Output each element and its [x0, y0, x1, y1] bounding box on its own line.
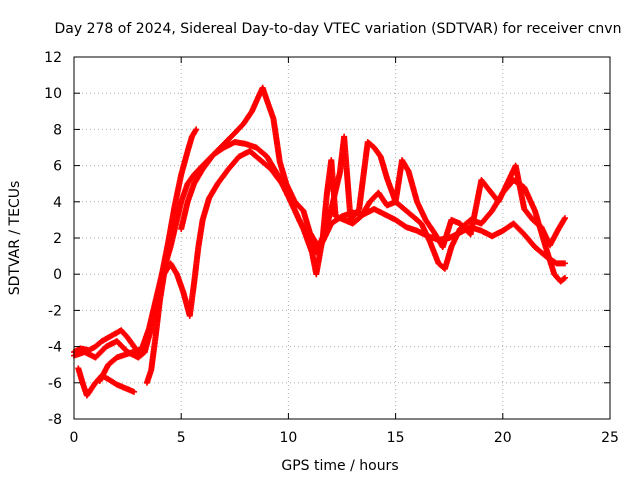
data-points [71, 84, 568, 399]
x-tick-label: 20 [494, 430, 512, 446]
data-point [561, 215, 568, 222]
y-tick-label: 0 [53, 267, 62, 283]
x-tick-label: 0 [70, 430, 79, 446]
y-tick-label: -4 [48, 340, 62, 356]
y-tick-label: 2 [53, 231, 62, 247]
y-tick-label: 6 [53, 159, 62, 175]
data-point [131, 388, 138, 395]
y-tick-label: -2 [48, 303, 62, 319]
y-tick-label: 4 [53, 195, 62, 211]
y-tick-label: 12 [44, 50, 62, 66]
data-point [561, 260, 568, 267]
grid-lines [74, 57, 610, 419]
series-track-a [71, 126, 200, 356]
x-tick-label: 10 [279, 430, 297, 446]
x-tick-label: 15 [387, 430, 405, 446]
series-track-e [178, 84, 568, 251]
y-axis-label: SDTVAR / TECUs [7, 181, 23, 296]
x-axis-label: GPS time / hours [281, 458, 398, 474]
series-track-f [96, 347, 142, 384]
chart-title: Day 278 of 2024, Sidereal Day-to-day VTE… [55, 21, 622, 37]
y-tick-label: 10 [44, 86, 62, 102]
y-tick-label: -8 [48, 412, 62, 428]
x-tick-label: 5 [177, 430, 186, 446]
y-tick-label: 8 [53, 122, 62, 138]
y-tick-label: -6 [48, 376, 62, 392]
data-point [135, 347, 142, 354]
data-point [560, 275, 567, 282]
x-tick-label: 25 [601, 430, 619, 446]
data-point [193, 126, 200, 133]
axis-ticks: 0 5 10 15 20 25 -8 -6 -4 -2 0 2 4 6 8 10 12 [44, 50, 619, 446]
data-point [561, 274, 568, 281]
